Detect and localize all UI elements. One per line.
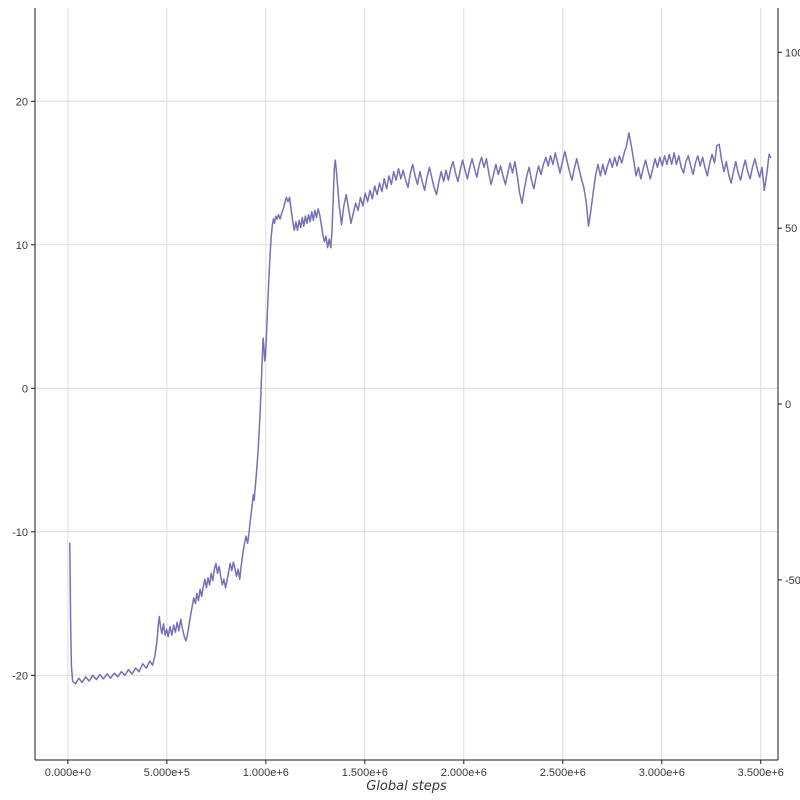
- right-tick-label: -50: [785, 575, 800, 587]
- x-tick-label: 5.000e+5: [144, 767, 190, 779]
- left-tick-label: -10: [12, 527, 28, 539]
- right-tick-label: 0: [785, 399, 791, 411]
- x-tick-label: 3.000e+6: [639, 767, 685, 779]
- right-tick-label: 50: [785, 223, 797, 235]
- series-line: [69, 132, 772, 685]
- x-tick-label: 1.500e+6: [342, 767, 388, 779]
- x-tick-label: 0.000e+0: [45, 767, 91, 779]
- x-tick-label: 1.000e+6: [243, 767, 289, 779]
- right-tick-label: 100: [785, 47, 800, 59]
- x-tick-label: 2.000e+6: [441, 767, 487, 779]
- x-tick-label: 2.500e+6: [540, 767, 586, 779]
- left-tick-label: 0: [22, 383, 28, 395]
- left-tick-label: 10: [16, 240, 28, 252]
- left-tick-label: 20: [16, 96, 28, 108]
- left-tick-label: -20: [12, 670, 28, 682]
- x-tick-label: 3.500e+6: [738, 767, 784, 779]
